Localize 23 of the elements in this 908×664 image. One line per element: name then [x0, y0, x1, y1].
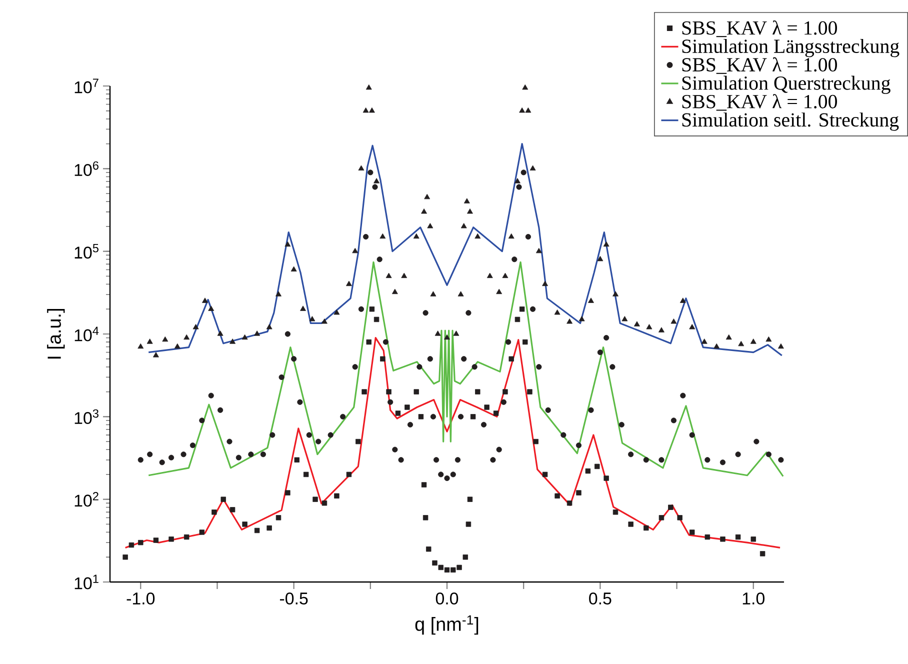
y-tick-label: 10$^{7}$ [74, 78, 98, 94]
legend-label: SBS_KAV λ = 1.00 [682, 57, 837, 74]
x-tick-label: 1.0 [742, 592, 764, 604]
legend-label: Simulation Längsstreckung [682, 38, 900, 58]
x-tick-label: -1.0 [126, 592, 155, 604]
legend-label: Simulation Querstreckung [682, 76, 890, 94]
y-tick-label: 10$^{4}$ [74, 326, 99, 342]
x-tick-label: 0.5 [589, 592, 612, 604]
x-axis-title: q [nm$^{-1}$] [415, 615, 478, 635]
x-tick-label: -0.5 [280, 592, 308, 604]
y-tick-label: 10$^{1}$ [74, 574, 98, 590]
y-tick-label: 10$^{2}$ [74, 492, 98, 507]
y-tick-label: 10$^{6}$ [74, 161, 98, 176]
y-axis-title: I [a.u.] [47, 309, 65, 359]
x-tick-label: 0.0 [436, 592, 458, 604]
y-tick-label: 10$^{3}$ [74, 409, 98, 424]
legend-label: SBS_KAV λ = 1.00 [682, 20, 837, 38]
line-series [124, 336, 781, 548]
y-tick-label: 10$^{5}$ [74, 244, 98, 259]
line-series [148, 142, 783, 356]
legend-label: Simulation seitl. Streckung [682, 112, 899, 131]
line-series [148, 261, 784, 478]
legend-label: SBS_KAV λ = 1.00 [682, 94, 837, 111]
